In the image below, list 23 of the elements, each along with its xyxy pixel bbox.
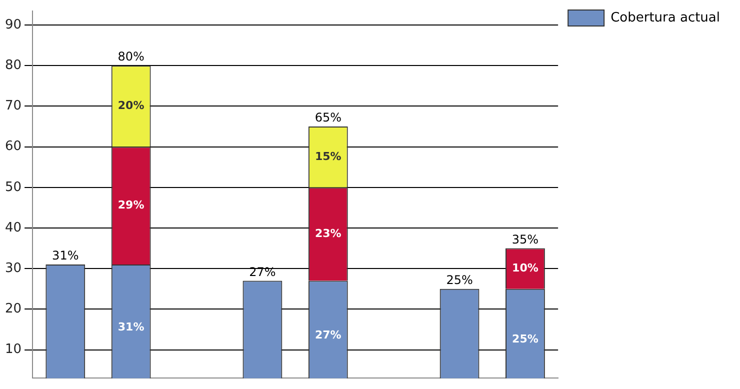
legend-label: Cobertura actual bbox=[610, 10, 720, 26]
data-label: 23% bbox=[314, 226, 342, 240]
y-tick-label: 30 bbox=[4, 260, 22, 276]
y-tick-label: 80 bbox=[4, 58, 22, 73]
y-tick-label: 10 bbox=[4, 342, 22, 358]
data-label: 20% bbox=[118, 99, 144, 112]
data-label: 10% bbox=[512, 261, 538, 274]
total-label: 31% bbox=[52, 248, 79, 263]
data-label: 31% bbox=[118, 320, 144, 334]
y-tick-label: 90 bbox=[4, 17, 22, 32]
total-label: 80% bbox=[118, 50, 144, 64]
data-label: 25% bbox=[512, 332, 538, 346]
data-label: 15% bbox=[314, 150, 342, 163]
data-label: 27% bbox=[314, 328, 342, 342]
y-tick-label: 50 bbox=[4, 180, 22, 195]
data-label: 29% bbox=[118, 198, 144, 212]
y-tick-label: 60 bbox=[4, 139, 22, 154]
y-tick-label: 40 bbox=[4, 220, 22, 236]
y-tick-label: 20 bbox=[4, 302, 22, 317]
total-label: 35% bbox=[512, 232, 539, 246]
total-label: 65% bbox=[314, 110, 342, 125]
y-tick-label: 70 bbox=[4, 98, 22, 114]
total-label: 25% bbox=[446, 273, 473, 288]
